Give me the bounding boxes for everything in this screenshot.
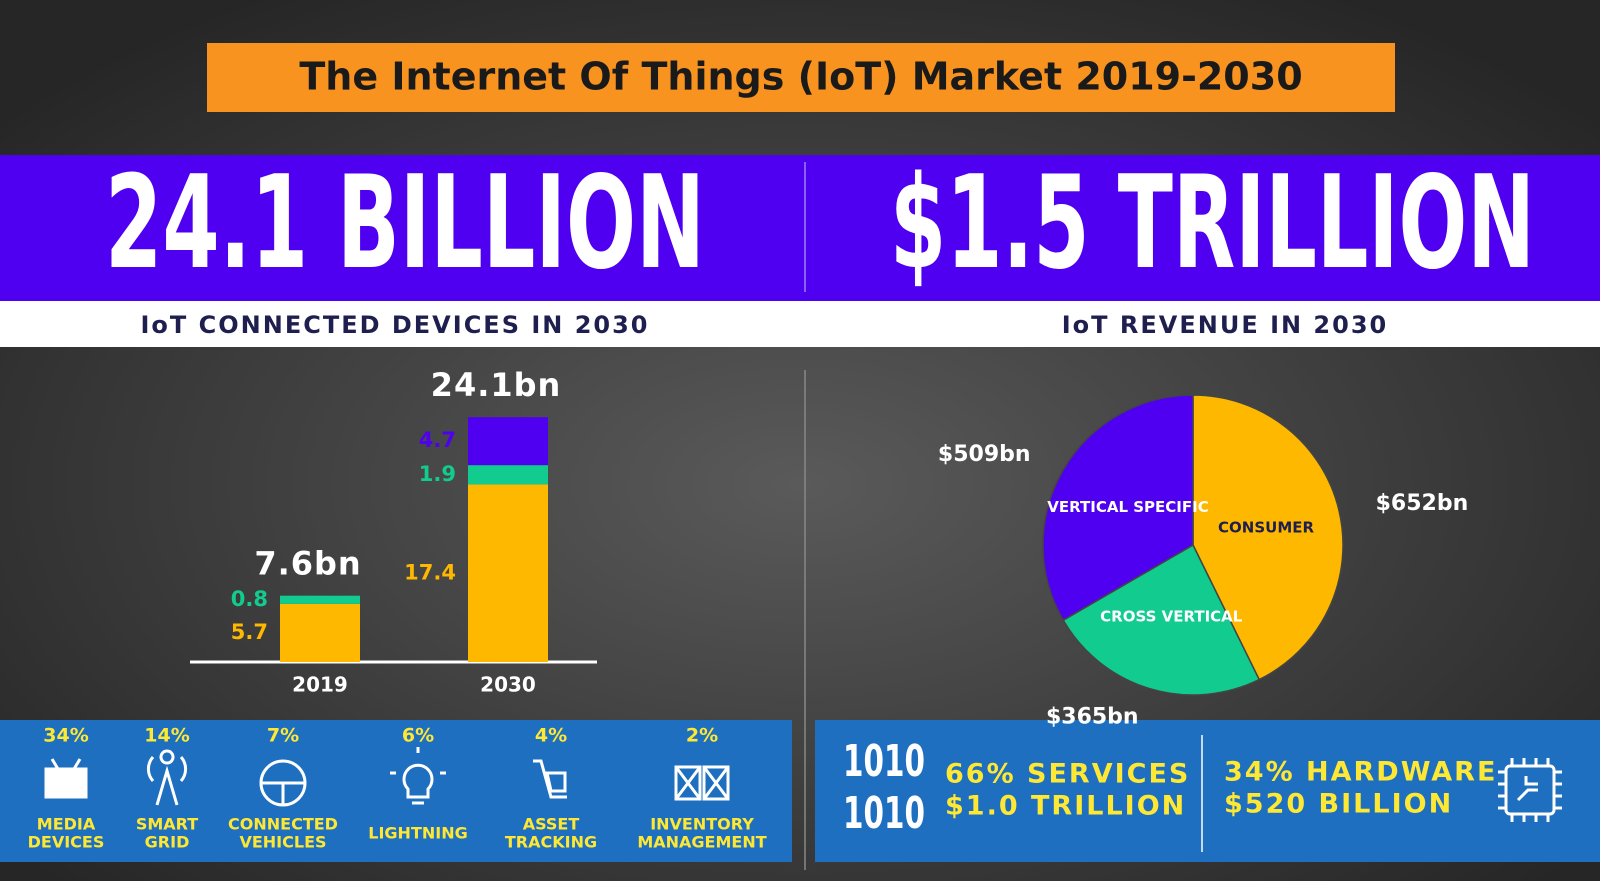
segment-icon <box>390 747 446 805</box>
segment-label: INVENTORY <box>650 815 754 834</box>
slice-label: VERTICAL SPECIFIC <box>1047 498 1208 516</box>
segment-label: GRID <box>145 833 190 852</box>
hardware-text: $520 BILLION <box>1224 789 1453 820</box>
bar-segment <box>468 484 548 662</box>
stat-caption: IoT REVENUE IN 2030 <box>1062 311 1388 339</box>
bar-segment <box>280 603 360 662</box>
segment-label: SMART <box>136 815 198 834</box>
segment-label: VEHICLES <box>239 833 326 852</box>
slice-value-label: $365bn <box>1046 704 1139 729</box>
x-tick-label: 2030 <box>480 673 536 697</box>
services-text: 66% SERVICES <box>945 759 1190 790</box>
title-bar <box>207 43 1395 112</box>
segment-icon <box>533 759 567 799</box>
pie-slice <box>1042 394 1194 622</box>
binary-text: 1010 <box>843 736 925 787</box>
pie-slice <box>1192 394 1344 681</box>
hardware-text: 34% HARDWARE <box>1224 757 1497 788</box>
slice-label: CONSUMER <box>1218 519 1314 537</box>
bar-value-label: 4.7 <box>419 428 456 452</box>
bar-value-label: 0.8 <box>231 587 268 611</box>
segment-label: LIGHTNING <box>368 824 467 843</box>
segment-percent: 6% <box>402 725 434 747</box>
binary-text: 1010 <box>843 788 925 839</box>
segment-percent: 7% <box>267 725 299 747</box>
bar-segment <box>280 595 360 604</box>
stat-value: $1.5 TRILLION <box>890 149 1535 298</box>
stat-caption: IoT CONNECTED DEVICES IN 2030 <box>140 311 649 339</box>
bar-value-label: 1.9 <box>419 462 456 486</box>
bar-value-label: 17.4 <box>404 560 456 584</box>
slice-value-label: $509bn <box>938 442 1031 467</box>
bar-total-label: 7.6bn <box>254 545 361 583</box>
stat-value: 24.1 BILLION <box>105 149 705 298</box>
segment-label: DEVICES <box>28 833 105 852</box>
segment-label: ASSET <box>523 815 580 834</box>
segment-icon <box>146 749 188 806</box>
segment-label: CONNECTED <box>228 815 338 834</box>
segment-label: TRACKING <box>505 833 597 852</box>
segment-icon <box>44 758 88 799</box>
slice-value-label: $652bn <box>1376 491 1469 516</box>
segment-percent: 2% <box>686 725 718 747</box>
slice-label: CROSS VERTICAL <box>1100 607 1243 625</box>
bar-segment <box>468 417 548 466</box>
bar-value-label: 5.7 <box>231 620 268 644</box>
segment-label: MANAGEMENT <box>637 833 766 852</box>
services-text: $1.0 TRILLION <box>945 791 1186 822</box>
caption-band <box>0 301 1600 347</box>
pie-slice <box>1062 543 1261 696</box>
segment-percent: 34% <box>43 725 88 747</box>
bar-total-label: 24.1bn <box>431 366 562 404</box>
x-tick-label: 2019 <box>292 673 348 697</box>
stat-band <box>0 155 1600 301</box>
segment-icon <box>674 765 730 801</box>
segment-label: MEDIA <box>37 815 96 834</box>
segment-percent: 14% <box>144 725 189 747</box>
chip-icon <box>1498 758 1562 822</box>
segments-panel <box>0 720 792 862</box>
segment-percent: 4% <box>535 725 567 747</box>
title: The Internet Of Things (IoT) Market 2019… <box>299 55 1302 99</box>
bar-segment <box>468 465 548 485</box>
revenue-panel <box>815 720 1600 862</box>
segment-icon <box>259 759 307 807</box>
